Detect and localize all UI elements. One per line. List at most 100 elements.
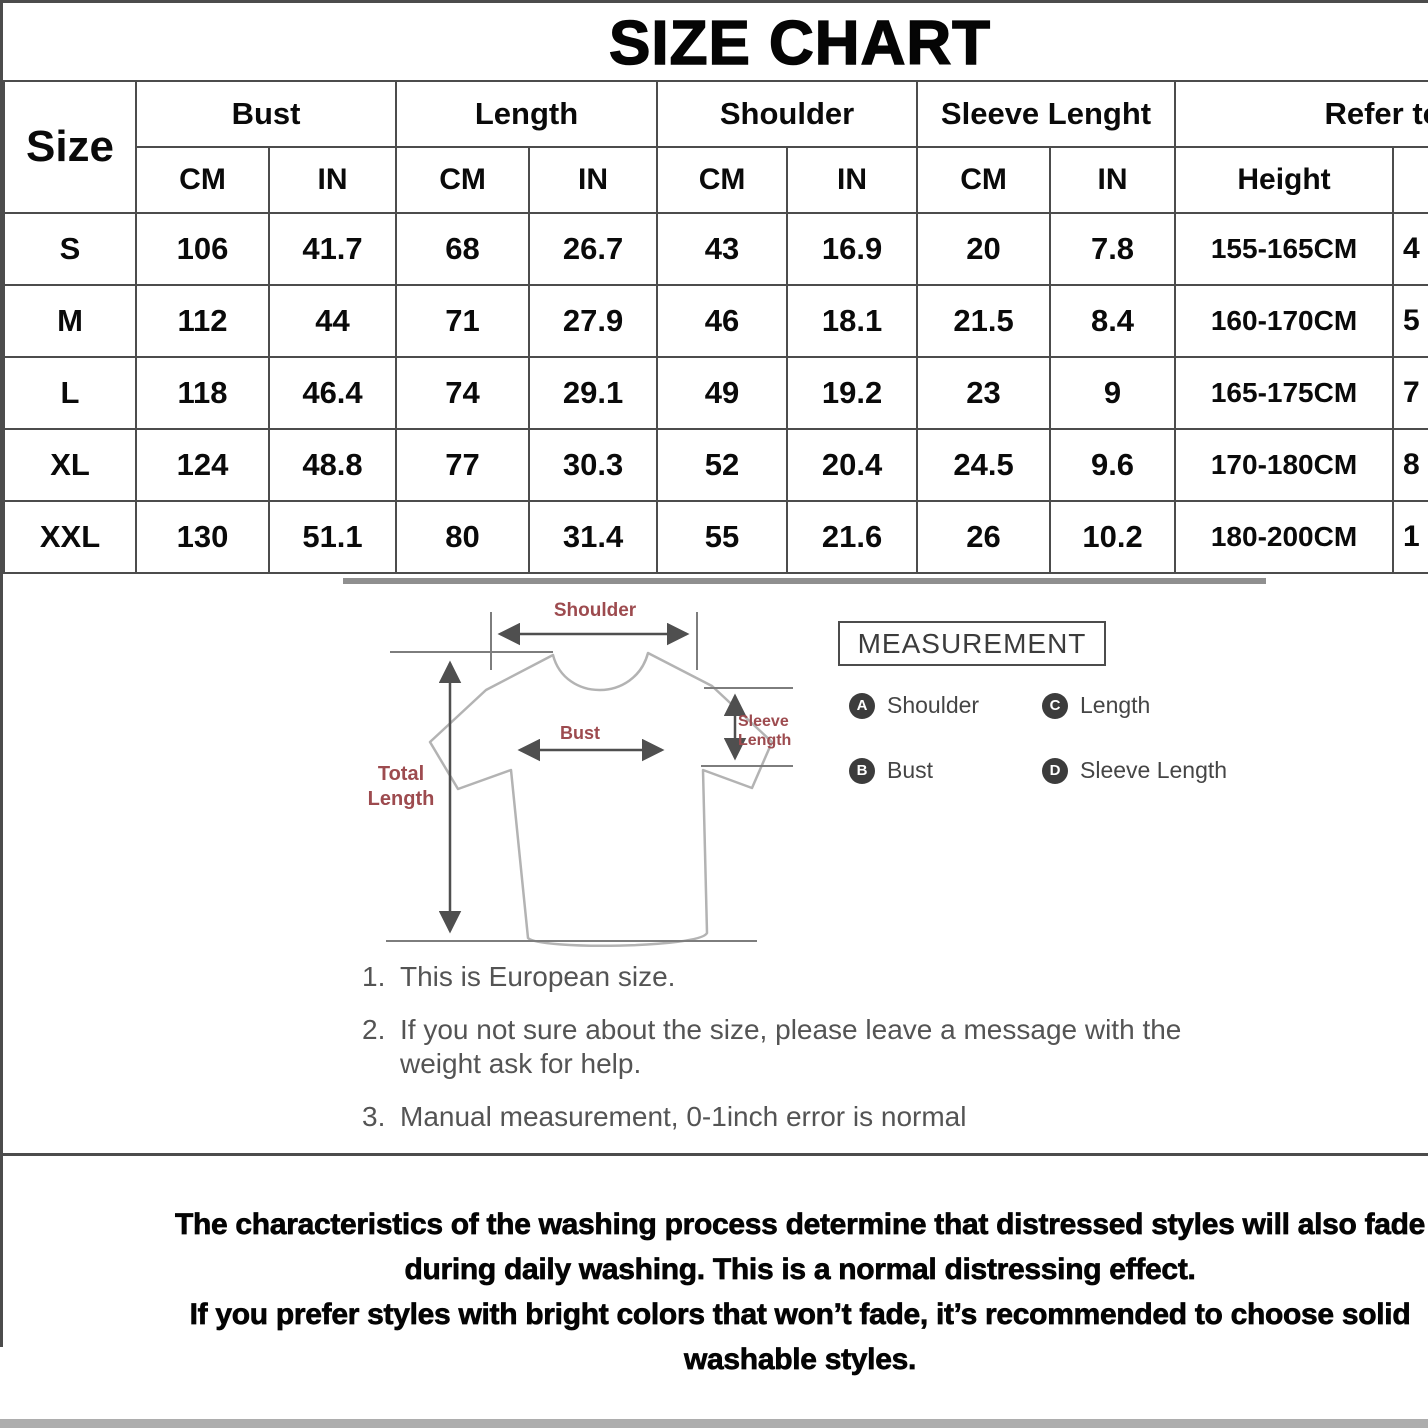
bust-cm-cell: 130 [135, 500, 270, 574]
height-cell: 165-175CM [1174, 356, 1395, 430]
legend-label: Shoulder [887, 692, 980, 718]
shoulder-in-cell: 18.1 [786, 284, 919, 358]
subheader-bust-cm: CM [135, 146, 270, 214]
bust-in-cell: 46.4 [267, 356, 398, 430]
badge-a-icon: A [849, 692, 875, 719]
length-cm-cell: 74 [395, 356, 531, 430]
size-cell: XXL [3, 500, 137, 574]
sleeve-length-label-line2: Length [738, 732, 792, 749]
size-table: Size Bust Length Shoulder Sleeve Lenght … [3, 80, 1428, 574]
tshirt-outline [428, 651, 774, 948]
size-cell: L [3, 356, 137, 430]
shoulder-in-cell: 20.4 [786, 428, 919, 502]
subheader-height: Height [1174, 146, 1395, 214]
bust-cm-cell: 106 [135, 212, 270, 286]
shoulder-cm-cell: 49 [656, 356, 789, 430]
length-in-cell: 26.7 [528, 212, 659, 286]
legend-item-shoulder: A Shoulder [849, 692, 979, 719]
subheader-bust-in: IN [267, 146, 398, 214]
subheader-sleeve-cm: CM [916, 146, 1052, 214]
subheader-shoulder-cm: CM [656, 146, 789, 214]
sleeve-in-cell: 9 [1049, 356, 1177, 430]
note-text: Manual measurement, 0-1inch error is nor… [400, 1101, 967, 1132]
length-cm-cell: 71 [395, 284, 531, 358]
badge-b-icon: B [849, 757, 875, 784]
subheader-sleeve-in: IN [1049, 146, 1177, 214]
shoulder-in-cell: 21.6 [786, 500, 919, 574]
tshirt-measurement-diagram [386, 612, 793, 948]
note-text: weight ask for help. [400, 1048, 642, 1079]
sub-header-row: CM IN CM IN CM IN CM IN Height [4, 146, 1428, 214]
shoulder-cm-cell: 43 [656, 212, 789, 286]
note-item: 2. If you not sure about the size, pleas… [362, 1013, 1282, 1081]
length-in-cell: 27.9 [528, 284, 659, 358]
height-cell: 155-165CM [1174, 212, 1395, 286]
size-notes: 1. This is European size. 2. If you not … [362, 960, 1282, 1153]
sleeve-cm-cell: 20 [916, 212, 1052, 286]
header-refer-to: Refer to [1174, 80, 1428, 148]
shoulder-cm-cell: 46 [656, 284, 789, 358]
sleeve-cm-cell: 26 [916, 500, 1052, 574]
dimension-ticks [386, 612, 793, 942]
weight-cell: 4 [1392, 212, 1428, 286]
legend-item-bust: B Bust [849, 757, 933, 784]
weight-cell: 5 [1392, 284, 1428, 358]
bottom-grey-bar [0, 1419, 1428, 1428]
header-length: Length [395, 80, 659, 148]
top-border [0, 0, 1428, 3]
section-divider [0, 1153, 1428, 1156]
sleeve-in-cell: 9.6 [1049, 428, 1177, 502]
page-title: SIZE CHART [608, 8, 991, 79]
header-sleeve-lenght: Sleeve Lenght [916, 80, 1177, 148]
legend-label: Bust [887, 757, 934, 783]
bust-cm-cell: 124 [135, 428, 270, 502]
legend-label: Length [1080, 692, 1151, 718]
size-cell: S [3, 212, 137, 286]
sleeve-in-cell: 10.2 [1049, 500, 1177, 574]
height-cell: 170-180CM [1174, 428, 1395, 502]
length-cm-cell: 77 [395, 428, 531, 502]
length-cm-cell: 80 [395, 500, 531, 574]
bust-in-cell: 44 [267, 284, 398, 358]
length-in-cell: 29.1 [528, 356, 659, 430]
sleeve-cm-cell: 23 [916, 356, 1052, 430]
weight-cell: 8 [1392, 428, 1428, 502]
bust-cm-cell: 112 [135, 284, 270, 358]
shoulder-label: Shoulder [553, 600, 637, 621]
note-text: This is European size. [400, 961, 676, 992]
sleeve-length-label: Sleeve Length [738, 712, 808, 750]
height-cell: 160-170CM [1174, 284, 1395, 358]
group-header-row: Size Bust Length Shoulder Sleeve Lenght … [3, 80, 1428, 214]
sleeve-length-label-line1: Sleeve [738, 713, 789, 730]
length-in-cell: 31.4 [528, 500, 659, 574]
note-number: 1. [362, 961, 386, 992]
header-bust: Bust [134, 80, 398, 148]
bust-in-cell: 41.7 [267, 212, 398, 286]
note-text: If you not sure about the size, please l… [400, 1014, 1182, 1045]
bust-cm-cell: 118 [135, 356, 270, 430]
washing-notice-line: The characteristics of the washing proce… [174, 1208, 1426, 1242]
table-row: S 106 41.7 68 26.7 43 16.9 20 7.8 155-16… [3, 212, 1428, 286]
header-size: Size [3, 80, 137, 214]
note-item: 3. Manual measurement, 0-1inch error is … [362, 1100, 1282, 1134]
subheader-length-cm: CM [395, 146, 531, 214]
badge-c-icon: C [1042, 692, 1068, 719]
subheader-weight [1392, 146, 1428, 214]
washing-notice-line: during daily washing. This is a normal d… [404, 1253, 1196, 1287]
bust-in-cell: 48.8 [267, 428, 398, 502]
weight-cell: 7 [1392, 356, 1428, 430]
total-length-label-line1: Total [377, 763, 425, 785]
height-cell: 180-200CM [1174, 500, 1395, 574]
header-shoulder: Shoulder [656, 80, 919, 148]
length-cm-cell: 68 [395, 212, 531, 286]
washing-notice-line: washable styles. [684, 1343, 917, 1377]
sleeve-in-cell: 8.4 [1049, 284, 1177, 358]
washing-notice: The characteristics of the washing proce… [0, 1156, 1428, 1382]
total-length-label: Total Length [358, 762, 444, 812]
washing-notice-line: If you prefer styles with bright colors … [189, 1298, 1411, 1332]
sleeve-cm-cell: 24.5 [916, 428, 1052, 502]
left-border [0, 0, 3, 1347]
total-length-label-line2: Length [367, 788, 435, 810]
dimension-arrows [438, 622, 747, 934]
